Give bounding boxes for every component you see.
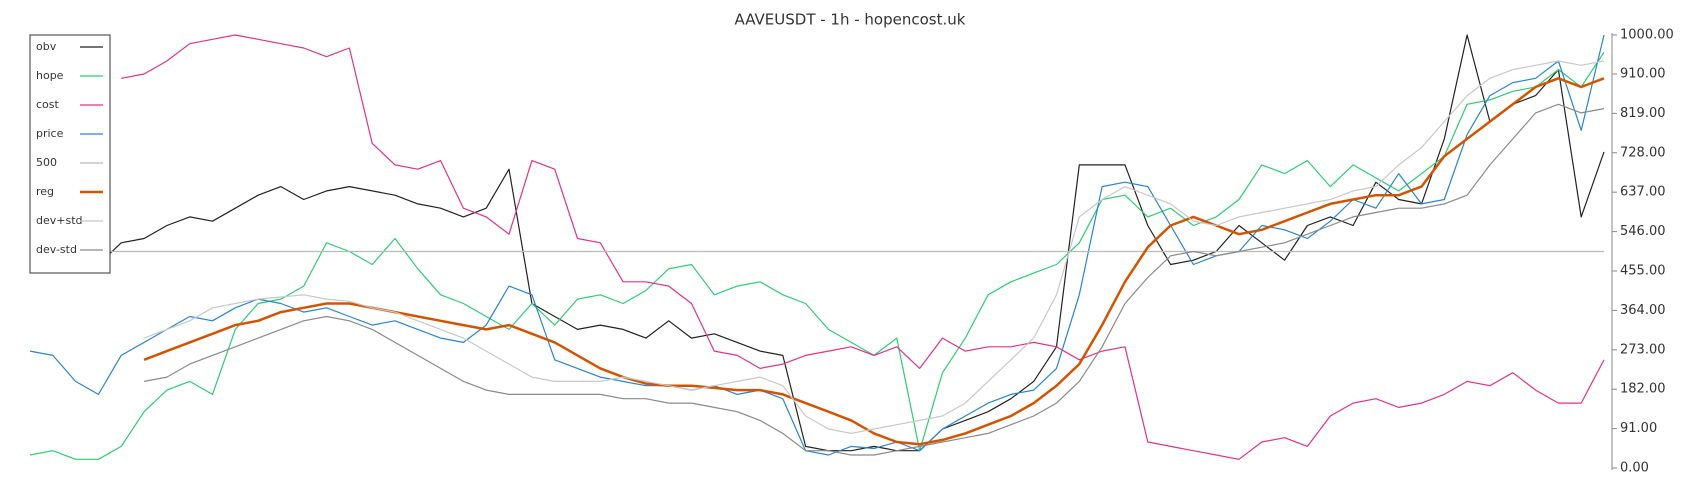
series-line: [97, 34, 1605, 452]
y-tick-label: 455.00: [1620, 263, 1666, 278]
y-tick-label: 0.00: [1620, 461, 1649, 476]
y-tick-label: 546.00: [1620, 224, 1666, 239]
series-line: [143, 103, 1605, 456]
legend-label: price: [36, 127, 64, 140]
y-tick-label: 91.00: [1620, 421, 1657, 436]
y-tick-label: 819.00: [1620, 106, 1666, 121]
y-tick-label: 364.00: [1620, 303, 1666, 318]
legend-label: reg: [36, 185, 54, 198]
y-tick-label: 637.00: [1620, 185, 1666, 200]
chart-title: AAVEUSDT - 1h - hopencost.uk: [735, 11, 966, 29]
legend: obv hope cost price 500 reg dev+std dev-std: [29, 34, 111, 274]
legend-label: 500: [36, 156, 57, 169]
series-line: [143, 77, 1605, 446]
series-line: [29, 51, 1605, 460]
series-line: [29, 34, 1605, 456]
y-tick-label: 182.00: [1620, 382, 1666, 397]
y-tick-label: 910.00: [1620, 66, 1666, 81]
y-tick-label: 273.00: [1620, 342, 1666, 357]
legend-label: hope: [36, 69, 64, 82]
series-line: [143, 60, 1605, 434]
legend-label: dev-std: [36, 243, 77, 256]
legend-label: obv: [36, 40, 57, 53]
series-line: [121, 34, 1605, 460]
y-tick-label: 1000.00: [1620, 28, 1674, 43]
y-tick-label: 728.00: [1620, 145, 1666, 160]
legend-box: [29, 34, 111, 274]
legend-label: dev+std: [36, 214, 83, 227]
legend-label: cost: [36, 98, 60, 111]
